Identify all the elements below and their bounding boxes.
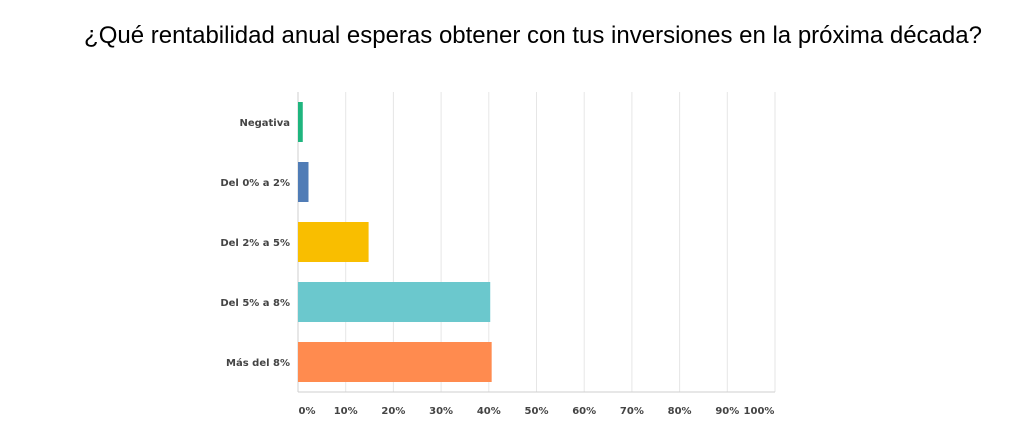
bar xyxy=(298,342,492,382)
bar xyxy=(298,282,491,322)
x-tick-label: 70% xyxy=(620,406,644,417)
bar xyxy=(298,102,303,142)
x-tick-label: 100% xyxy=(744,406,775,417)
category-label: Del 0% a 2% xyxy=(220,178,290,189)
bar xyxy=(298,162,309,202)
x-tick-label: 50% xyxy=(525,406,549,417)
category-label: Del 5% a 8% xyxy=(220,298,290,309)
x-tick-label: 30% xyxy=(429,406,453,417)
x-tick-label: 20% xyxy=(381,406,405,417)
x-tick-label: 60% xyxy=(572,406,596,417)
category-label: Más del 8% xyxy=(226,357,290,369)
bar xyxy=(298,222,369,262)
x-tick-label: 90% xyxy=(715,406,739,417)
x-tick-label: 10% xyxy=(334,406,358,417)
category-label: Negativa xyxy=(239,118,290,129)
chart-title: ¿Qué rentabilidad anual esperas obtener … xyxy=(84,22,982,49)
x-tick-label: 40% xyxy=(477,406,501,417)
x-tick-label: 80% xyxy=(668,406,692,417)
x-tick-label: 0% xyxy=(299,406,316,417)
category-label: Del 2% a 5% xyxy=(220,238,290,249)
